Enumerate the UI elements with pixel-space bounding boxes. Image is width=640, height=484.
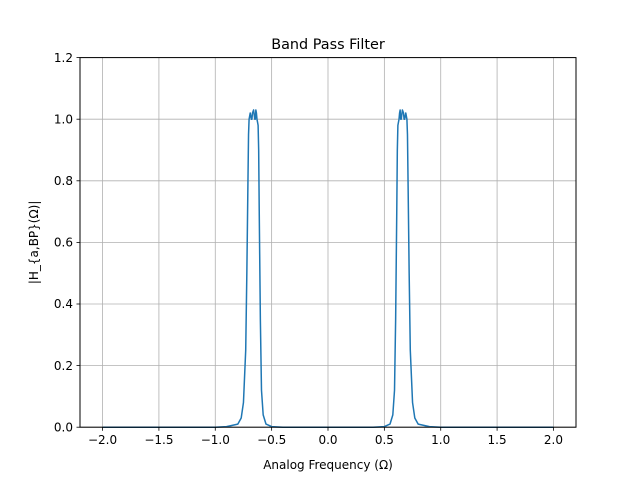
x-tick-label: 0.0 xyxy=(318,433,337,447)
grid xyxy=(80,57,576,428)
x-tick-label: −1.5 xyxy=(144,433,173,447)
x-tick-label: −2.0 xyxy=(88,433,117,447)
x-tick-label: 2.0 xyxy=(544,433,563,447)
x-axis: −2.0 −1.5 −1.0 −0.5 0.0 0.5 1.0 1.5 2.0 xyxy=(88,427,563,447)
y-tick-label: 0.6 xyxy=(54,236,73,250)
y-tick-label: 0.8 xyxy=(54,174,73,188)
y-tick-label: 1.0 xyxy=(54,112,73,126)
y-tick-label: 1.2 xyxy=(54,51,73,65)
x-tick-label: −1.0 xyxy=(201,433,230,447)
y-tick-label: 0.0 xyxy=(54,420,73,434)
x-tick-label: 1.5 xyxy=(488,433,507,447)
y-axis-label: |H_{a,BP}(Ω)| xyxy=(27,201,41,285)
y-tick-label: 0.2 xyxy=(54,359,73,373)
x-tick-label: 1.0 xyxy=(431,433,450,447)
x-axis-label: Analog Frequency (Ω) xyxy=(263,458,393,472)
chart-title: Band Pass Filter xyxy=(271,37,385,53)
y-tick-label: 0.4 xyxy=(54,297,73,311)
y-axis: 0.0 0.2 0.4 0.6 0.8 1.0 1.2 xyxy=(54,51,80,434)
x-tick-label: 0.5 xyxy=(375,433,394,447)
x-tick-label: −0.5 xyxy=(257,433,286,447)
